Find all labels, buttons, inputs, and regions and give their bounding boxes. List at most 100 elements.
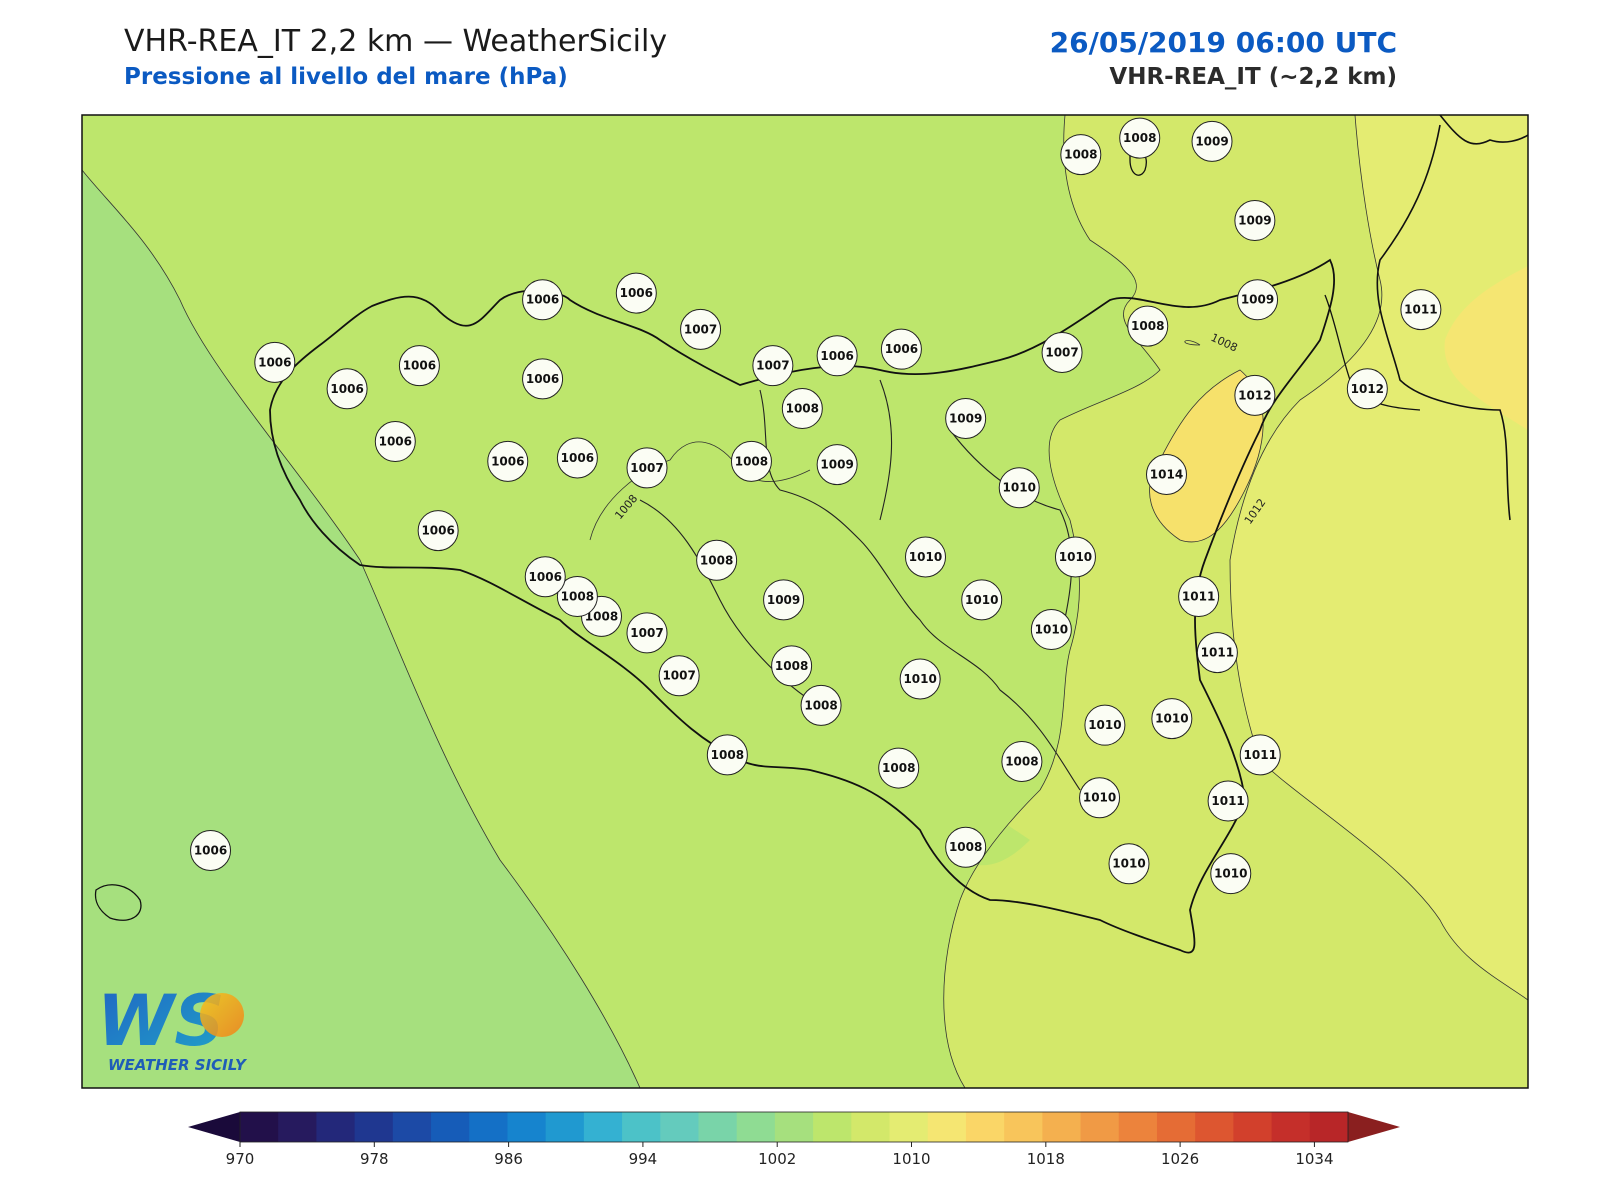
station-circle [816, 335, 858, 377]
station-value: 1010 [1003, 481, 1036, 495]
station-markers: 1008 1008 1009 1009 1006 1006 1007 1007 1006 1006… [190, 117, 1442, 895]
weathersicily-logo: WS WEATHER SICILY [97, 980, 248, 1074]
station-value: 1007 [630, 461, 663, 475]
station-marker: 1008 [730, 440, 772, 482]
colorbar-segment [660, 1112, 699, 1142]
chart-title: VHR-REA_IT 2,2 km — WeatherSicily [124, 24, 668, 59]
station-value: 1010 [1112, 857, 1145, 871]
station-marker: 1008 [556, 576, 598, 618]
colorbar-segments [188, 1111, 1400, 1143]
station-value: 1008 [1064, 148, 1097, 162]
station-marker: 1014 [1146, 454, 1187, 496]
station-marker: 1011 [1196, 632, 1238, 674]
station-marker: 1010 [1210, 853, 1252, 895]
station-circle [1210, 853, 1252, 895]
colorbar-segment [545, 1112, 585, 1142]
station-circle [763, 579, 805, 621]
station-circle [556, 437, 598, 479]
colorbar-tick-label: 978 [360, 1150, 389, 1168]
station-circle [899, 658, 941, 700]
station-value: 1008 [804, 698, 837, 712]
station-value: 1008 [735, 454, 768, 468]
colorbar-segment [392, 1112, 432, 1142]
station-circle [556, 576, 598, 618]
colorbar-segment [469, 1112, 508, 1142]
station-value: 1006 [620, 286, 653, 300]
colorbar-segment [813, 1112, 852, 1142]
station-marker: 1007 [626, 612, 668, 654]
station-marker: 1006 [417, 510, 459, 552]
station-circle [417, 510, 459, 552]
station-circle [1146, 454, 1187, 496]
station-value: 1006 [526, 372, 559, 386]
station-circle [781, 388, 823, 430]
station-marker: 1008 [800, 684, 842, 726]
colorbar-segment [240, 1112, 279, 1142]
station-value: 1010 [965, 593, 998, 607]
colorbar-segment [736, 1112, 776, 1142]
station-circle [1346, 368, 1388, 410]
station-circle [626, 612, 668, 654]
station-value: 1006 [820, 349, 853, 363]
station-circle [1196, 632, 1238, 674]
chart-subtitle: Pressione al livello del mare (hPa) [124, 64, 568, 90]
station-circle [1041, 331, 1083, 373]
logo-sun-icon [200, 993, 244, 1037]
station-circle [680, 308, 722, 350]
station-circle [961, 579, 1003, 621]
station-circle [752, 345, 794, 387]
station-value: 1011 [1244, 748, 1277, 762]
station-circle [880, 328, 922, 370]
map-frame [81, 114, 1529, 1089]
colorbar-segment [927, 1112, 967, 1142]
station-marker: 1008 [878, 747, 920, 789]
station-marker: 1010 [1054, 536, 1096, 578]
station-marker: 1006 [615, 272, 657, 314]
station-circle [398, 345, 440, 387]
station-circle [1127, 305, 1169, 347]
station-marker: 1010 [899, 658, 941, 700]
colorbar-segment [851, 1112, 891, 1142]
colorbar-segment [1004, 1112, 1043, 1142]
station-marker: 1008 [1001, 740, 1043, 782]
station-circle [1108, 843, 1150, 885]
station-marker: 1006 [522, 358, 564, 400]
station-value: 1009 [767, 593, 800, 607]
pressure-field [82, 115, 1528, 1088]
station-value: 1009 [1195, 134, 1228, 148]
model-name: VHR-REA_IT (~2,2 km) [1109, 64, 1397, 90]
province-borders [639, 379, 1081, 791]
station-value: 1010 [1059, 550, 1092, 564]
station-circle [326, 368, 368, 410]
station-circle [1234, 200, 1276, 242]
station-circle [1400, 289, 1442, 331]
isobar-1012 [1229, 115, 1528, 1001]
station-circle [1001, 740, 1043, 782]
colorbar-segment [431, 1112, 470, 1142]
station-value: 1008 [1005, 754, 1038, 768]
station-circle [1239, 734, 1281, 776]
station-value: 1007 [756, 359, 789, 373]
station-marker: 1007 [626, 447, 668, 489]
station-circle [771, 645, 813, 687]
station-value: 1006 [561, 451, 594, 465]
station-circle [816, 444, 858, 486]
colorbar-tick-label: 1010 [892, 1150, 930, 1168]
station-value: 1006 [526, 293, 559, 307]
station-marker: 1011 [1239, 734, 1281, 776]
valid-datetime: 26/05/2019 06:00 UTC [1049, 26, 1397, 59]
station-marker: 1006 [398, 345, 440, 387]
station-marker: 1007 [752, 345, 794, 387]
station-value: 1009 [1238, 214, 1271, 228]
station-circle [487, 440, 529, 482]
station-marker: 1006 [524, 556, 566, 598]
station-circle [1119, 117, 1161, 159]
station-circle [1237, 279, 1279, 321]
station-value: 1011 [1404, 303, 1437, 317]
station-circle [1191, 120, 1233, 162]
station-marker: 1008 [771, 645, 813, 687]
colorbar-tick-label: 1018 [1027, 1150, 1065, 1168]
station-value: 1014 [1150, 468, 1183, 482]
station-marker: 1010 [1030, 609, 1072, 651]
